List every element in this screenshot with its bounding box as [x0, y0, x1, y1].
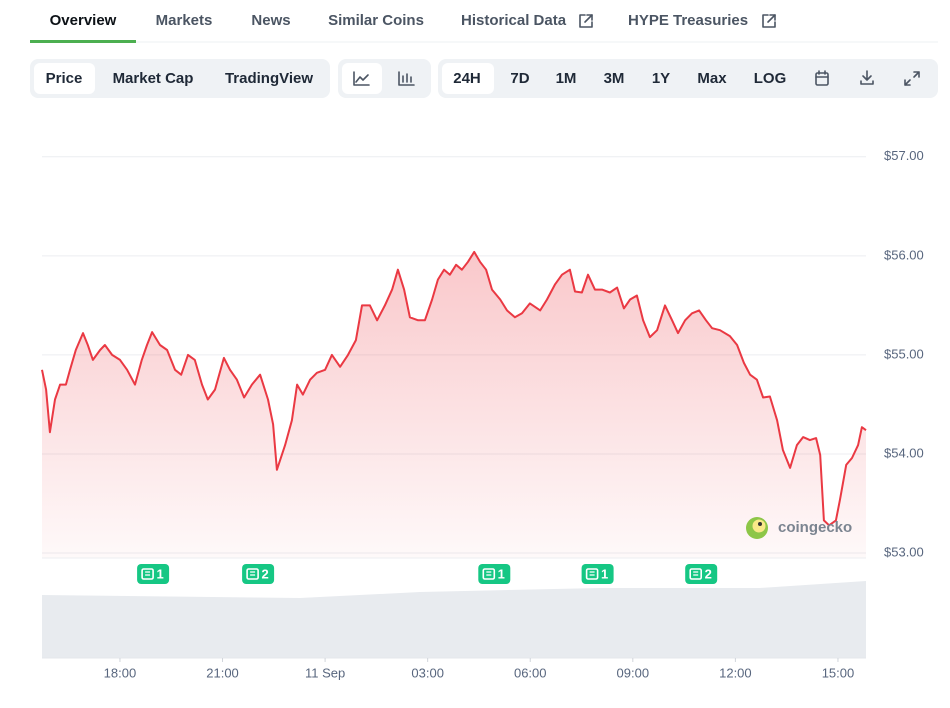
- volume-area: [42, 581, 866, 658]
- news-icon-lines: [589, 571, 595, 576]
- toolbar: Price Market Cap TradingView 24H 7D 1M 3…: [30, 59, 938, 98]
- watermark-text: coingecko: [778, 519, 852, 536]
- candle-style-icon[interactable]: [398, 71, 415, 86]
- range-button[interactable]: 1M: [556, 70, 577, 87]
- view-button[interactable]: TradingView: [225, 70, 313, 87]
- fullscreen-icon[interactable]: [904, 71, 920, 86]
- price-line: [41, 250, 867, 527]
- tab[interactable]: Markets: [156, 12, 213, 29]
- range-button[interactable]: Max: [697, 70, 727, 87]
- news-icon-lines: [250, 571, 256, 576]
- news-icon-lines: [486, 571, 492, 576]
- news-icon: [585, 568, 599, 580]
- view-button[interactable]: Price: [46, 70, 83, 87]
- tab[interactable]: News: [251, 12, 290, 29]
- y-tick-label: $53.00: [884, 544, 924, 559]
- news-count: 2: [261, 566, 268, 581]
- log-button[interactable]: LOG: [754, 70, 787, 87]
- news-marker[interactable]: 1: [478, 564, 511, 584]
- range-button[interactable]: 24H: [453, 70, 481, 87]
- x-tick-label: 06:00: [514, 665, 547, 680]
- news-icon: [689, 568, 703, 580]
- y-tick-label: $55.00: [884, 346, 924, 361]
- watermark: coingecko: [746, 517, 852, 539]
- news-icon: [246, 568, 259, 580]
- range-button[interactable]: 7D: [510, 70, 529, 87]
- news-count: 1: [601, 566, 608, 581]
- y-tick-label: $57.00: [884, 148, 924, 163]
- active-button: [34, 63, 95, 94]
- range-button[interactable]: 1Y: [652, 70, 670, 87]
- x-tick-label: 09:00: [617, 665, 650, 680]
- x-tick-label: 21:00: [206, 665, 239, 680]
- tab[interactable]: HYPE Treasuries: [628, 12, 748, 29]
- news-icon-lines: [145, 571, 151, 576]
- news-count: 2: [705, 566, 712, 581]
- x-tick-label: 18:00: [104, 665, 137, 680]
- x-tick-label: 12:00: [719, 665, 752, 680]
- news-marker[interactable]: 2: [685, 564, 718, 584]
- x-tick-label: 15:00: [822, 665, 855, 680]
- tab[interactable]: Overview: [50, 12, 117, 29]
- calendar-icon[interactable]: [815, 70, 829, 86]
- news-marker[interactable]: 1: [581, 564, 614, 584]
- news-count: 1: [498, 566, 505, 581]
- price-area: [42, 251, 866, 558]
- x-tick-label: 11 Sep: [305, 665, 345, 680]
- tab-bar: Overview Markets News Similar Coins Hist…: [30, 12, 938, 43]
- news-count: 1: [156, 566, 163, 581]
- watermark-logo-inner: [752, 519, 766, 533]
- x-tick-label: 03:00: [411, 665, 444, 680]
- news-icon: [141, 568, 154, 580]
- range-group: [438, 59, 938, 98]
- tab[interactable]: Historical Data: [461, 12, 567, 29]
- view-group: [30, 59, 330, 98]
- y-tick-label: $56.00: [884, 247, 924, 262]
- y-tick-label: $54.00: [884, 445, 924, 460]
- plot-area: $53.00 $54.00 $55.00 $56.00 $57.00 18:00 21:00…: [41, 148, 924, 680]
- news-icon-lines: [693, 571, 699, 576]
- news-marker[interactable]: 2: [242, 564, 275, 584]
- external-link-icon: [762, 14, 776, 28]
- news-icon: [482, 568, 496, 580]
- view-button[interactable]: Market Cap: [113, 70, 194, 87]
- news-marker[interactable]: 1: [137, 564, 170, 584]
- active-button: [442, 63, 494, 94]
- tab[interactable]: Similar Coins: [328, 12, 424, 29]
- watermark-logo-eye: [758, 522, 762, 526]
- active-tab-underline: [30, 40, 136, 43]
- external-link-icon: [579, 14, 593, 28]
- line-style-icon[interactable]: [353, 71, 370, 86]
- range-button[interactable]: 3M: [604, 70, 625, 87]
- download-icon[interactable]: [860, 70, 874, 85]
